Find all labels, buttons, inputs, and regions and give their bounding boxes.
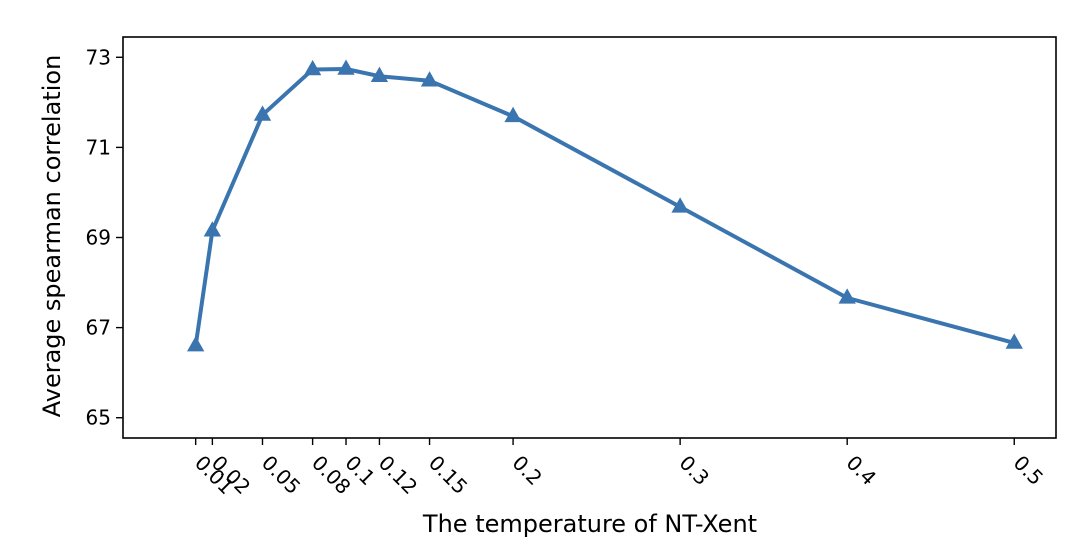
data-point-marker — [303, 59, 322, 76]
x-axis-label: The temperature of NT-Xent — [422, 510, 757, 538]
data-point-marker — [504, 106, 522, 123]
data-point-marker — [253, 105, 272, 121]
y-tick-label: 71 — [86, 135, 111, 159]
series-layer — [186, 59, 1023, 352]
y-axis-label: Average spearman correlation — [38, 55, 66, 418]
data-point-marker — [420, 71, 439, 87]
data-point-marker — [186, 336, 205, 352]
data-point-marker — [337, 59, 355, 75]
data-point-marker — [1005, 333, 1023, 349]
y-tick-label: 69 — [86, 226, 111, 250]
data-point-marker — [671, 197, 689, 213]
y-tick-label: 67 — [86, 316, 111, 340]
data-point-marker — [203, 221, 222, 237]
data-point-marker — [370, 66, 389, 82]
plot-frame — [122, 36, 1057, 439]
y-tick-label: 73 — [86, 45, 111, 69]
data-point-marker — [838, 288, 856, 304]
y-tick-label: 65 — [86, 406, 111, 430]
